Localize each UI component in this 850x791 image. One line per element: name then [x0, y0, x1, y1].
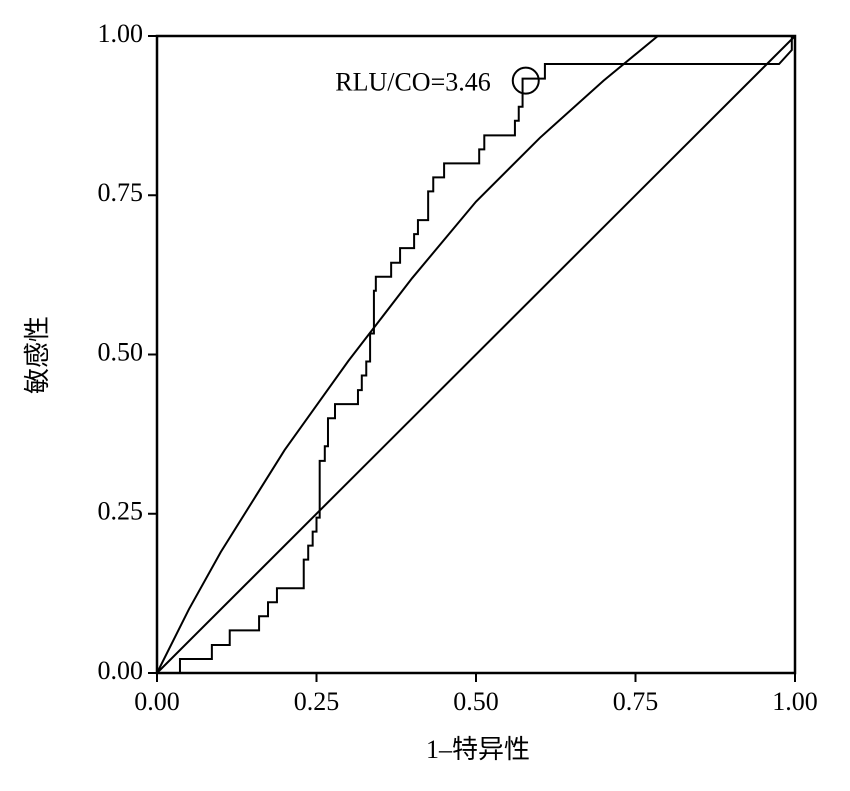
y-tick-label: 1.00 — [98, 19, 144, 48]
annotation-label: RLU/CO=3.46 — [335, 68, 491, 97]
x-tick-label: 0.00 — [134, 687, 180, 716]
x-tick-label: 0.75 — [613, 687, 659, 716]
y-tick-label: 0.00 — [98, 656, 144, 685]
y-tick-label: 0.75 — [98, 178, 144, 207]
y-tick-label: 0.50 — [98, 337, 144, 366]
annotation-marker — [511, 66, 540, 95]
x-tick-label: 1.00 — [772, 687, 818, 716]
line — [156, 35, 659, 674]
line — [157, 35, 795, 674]
line — [156, 35, 796, 674]
y-axis-label: 敏感性 — [23, 316, 52, 394]
x-tick-label: 0.50 — [453, 687, 499, 716]
y-tick-label: 0.25 — [98, 497, 144, 526]
x-axis-label: 1–特异性 — [426, 735, 530, 764]
x-tick-label: 0.25 — [294, 687, 340, 716]
